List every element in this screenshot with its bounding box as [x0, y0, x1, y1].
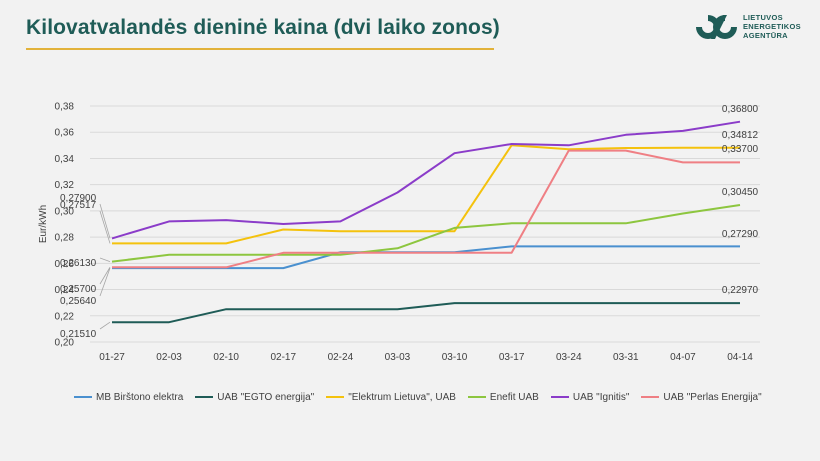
legend-swatch [74, 396, 92, 398]
y-tick-label: 0,20 [55, 338, 75, 349]
series-line-5 [112, 149, 740, 269]
legend-label: Enefit UAB [489, 391, 539, 403]
annotation-leader [99, 257, 111, 263]
legend-swatch [467, 396, 486, 398]
legend-swatch [641, 396, 660, 398]
y-tick-label: 0,28 [55, 233, 75, 244]
legend-item: UAB "EGTO energija" [195, 392, 314, 403]
y-tick-label: 0,38 [55, 102, 75, 113]
legend-item: MB Birštono elektra [74, 392, 183, 403]
annotation-leader [99, 210, 111, 244]
data-label: 0,36800 [722, 104, 759, 115]
logo-line-2: ENERGETIKOS [743, 22, 801, 31]
annotation-leader [99, 267, 111, 297]
x-tick-label: 03-17 [499, 352, 525, 363]
series-line-0 [112, 245, 740, 270]
x-tick-label: 03-31 [613, 352, 639, 363]
data-label: 0,25700 [60, 284, 97, 295]
y-tick-label: 0,22 [55, 311, 75, 322]
legend-label: UAB "Perlas Energija" [663, 391, 762, 403]
legend-swatch [195, 396, 214, 398]
agency-logo: LIETUVOS ENERGETIKOS AGENTŪRA [693, 12, 813, 42]
data-label: 0,30450 [722, 187, 759, 198]
y-tick-label: 0,32 [55, 180, 75, 191]
legend-label: MB Birštono elektra [96, 391, 184, 403]
data-label: 0,27290 [722, 229, 759, 240]
legend-swatch [326, 396, 345, 398]
series-line-1 [112, 302, 740, 324]
y-tick-label: 0,36 [55, 128, 75, 139]
data-label: 0,26130 [60, 258, 97, 269]
y-axis-label: Eur/kWh [38, 205, 49, 243]
chart-legend: MB Birštono elektra UAB "EGTO energija" "E… [74, 389, 794, 405]
annotation-leader [99, 321, 111, 330]
x-tick-label: 02-03 [156, 352, 182, 363]
page-title: Kilovatvalandės dieninė kaina (dvi laiko… [26, 16, 500, 39]
x-tick-label: 03-24 [556, 352, 582, 363]
legend-item: "Elektrum Lietuva", UAB [326, 392, 456, 403]
logo-line-1: LIETUVOS [743, 13, 783, 22]
logo-mark-icon [696, 15, 737, 39]
legend-item: UAB "Ignitis" [550, 391, 630, 403]
logo-line-3: AGENTŪRA [743, 31, 788, 40]
data-label: 0,27900 [60, 193, 97, 204]
legend-label: UAB "EGTO energija" [217, 391, 315, 403]
annotation-leader [99, 267, 111, 285]
series-line-3 [111, 204, 741, 263]
x-tick-label: 02-17 [270, 352, 296, 363]
legend-swatch [550, 396, 569, 398]
x-tick-label: 01-27 [99, 352, 125, 363]
data-label: 0,27517 [60, 200, 97, 211]
y-tick-label: 0,24 [55, 285, 75, 296]
data-label: 0,33700 [722, 144, 759, 155]
x-tick-label: 02-24 [328, 352, 354, 363]
title-underline [26, 48, 494, 50]
x-tick-label: 02-10 [213, 352, 239, 363]
data-label: 0,34812 [722, 130, 759, 141]
y-tick-label: 0,34 [55, 154, 75, 165]
annotation-leader [99, 203, 111, 239]
legend-label: UAB "Ignitis" [572, 391, 630, 403]
logo-text: LIETUVOS ENERGETIKOS AGENTŪRA [743, 13, 801, 40]
x-tick-label: 03-10 [442, 352, 468, 363]
x-tick-label: 04-07 [670, 352, 696, 363]
y-tick-label: 0,26 [55, 259, 75, 270]
data-label: 0,22970 [722, 285, 759, 296]
x-tick-label: 03-03 [385, 352, 411, 363]
legend-item: UAB "Perlas Energija" [641, 391, 762, 403]
series-line-2 [112, 144, 740, 245]
data-label: 0,25640 [60, 296, 97, 307]
y-tick-label: 0,30 [55, 206, 75, 217]
data-label: 0,21510 [60, 329, 97, 340]
x-tick-label: 04-14 [727, 352, 753, 363]
legend-item: Enefit UAB [467, 391, 539, 403]
legend-label: "Elektrum Lietuva", UAB [348, 391, 456, 403]
series-line-4 [111, 120, 741, 240]
